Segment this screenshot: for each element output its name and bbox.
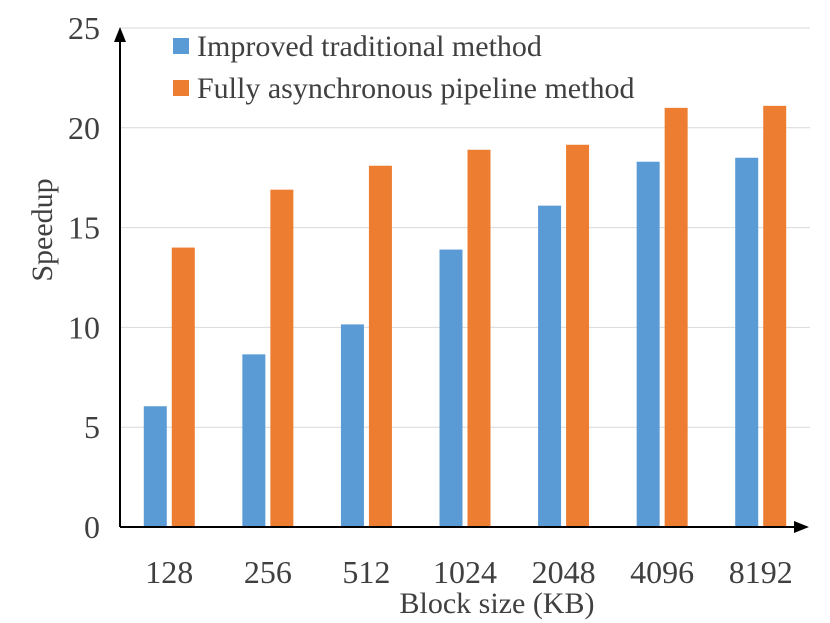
bar-improved-traditional-8192 bbox=[735, 157, 759, 528]
bars bbox=[143, 105, 787, 528]
x-axis-arrow bbox=[794, 521, 809, 533]
x-tick-label-256: 256 bbox=[244, 554, 292, 590]
axes bbox=[114, 27, 809, 533]
legend-swatch-improved-traditional bbox=[173, 38, 189, 54]
gridlines bbox=[120, 27, 810, 428]
bar-fully-asynchronous-128 bbox=[171, 247, 195, 527]
bar-fully-asynchronous-256 bbox=[270, 189, 294, 527]
x-tick-labels: 128 256 512 1024 2048 4096 8192 bbox=[145, 554, 792, 590]
legend-swatch-fully-asynchronous bbox=[173, 80, 189, 96]
x-tick-label-8192: 8192 bbox=[729, 554, 793, 590]
bar-improved-traditional-1024 bbox=[439, 249, 463, 527]
y-tick-label-5: 5 bbox=[84, 409, 100, 445]
bar-improved-traditional-4096 bbox=[636, 161, 660, 527]
legend-label-fully-asynchronous: Fully asynchronous pipeline method bbox=[197, 72, 634, 105]
bar-fully-asynchronous-2048 bbox=[566, 144, 590, 528]
x-tick-label-2048: 2048 bbox=[532, 554, 596, 590]
x-axis-label: Block size (KB) bbox=[400, 587, 595, 620]
x-tick-label-128: 128 bbox=[145, 554, 193, 590]
legend-label-improved-traditional: Improved traditional method bbox=[197, 30, 542, 63]
y-tick-label-10: 10 bbox=[68, 309, 100, 345]
bar-improved-traditional-512 bbox=[340, 324, 364, 527]
y-tick-labels: 0 5 10 15 20 25 bbox=[68, 10, 100, 545]
y-axis-label: Speedup bbox=[26, 178, 59, 281]
bar-improved-traditional-2048 bbox=[538, 205, 562, 528]
y-tick-label-0: 0 bbox=[84, 509, 100, 545]
bar-fully-asynchronous-8192 bbox=[763, 105, 787, 528]
bar-fully-asynchronous-4096 bbox=[664, 107, 688, 527]
x-tick-label-4096: 4096 bbox=[630, 554, 694, 590]
bar-improved-traditional-128 bbox=[143, 406, 167, 527]
bar-fully-asynchronous-512 bbox=[368, 165, 392, 527]
legend: Improved traditional method Fully asynch… bbox=[173, 30, 634, 105]
y-tick-label-25: 25 bbox=[68, 10, 100, 46]
bar-fully-asynchronous-1024 bbox=[467, 149, 491, 528]
y-tick-label-15: 15 bbox=[68, 210, 100, 246]
y-tick-label-20: 20 bbox=[68, 110, 100, 146]
x-tick-label-512: 512 bbox=[342, 554, 390, 590]
x-tick-label-1024: 1024 bbox=[433, 554, 497, 590]
bar-improved-traditional-256 bbox=[242, 354, 266, 527]
y-axis-arrow bbox=[114, 27, 126, 42]
